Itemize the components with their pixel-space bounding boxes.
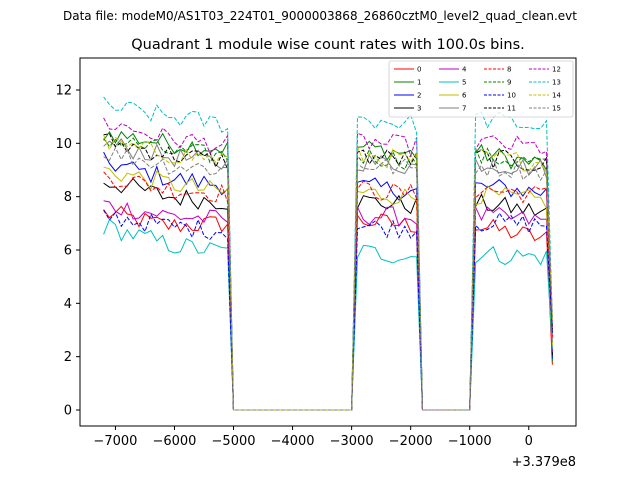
- chart-title: Quadrant 1 module wise count rates with …: [131, 37, 525, 53]
- legend-label-0: 0: [417, 66, 421, 74]
- y-tick-label: 4: [64, 297, 72, 312]
- x-tick-label: −7000: [93, 434, 137, 449]
- x-tick-label: −1000: [448, 434, 492, 449]
- plot-lines: [103, 96, 553, 411]
- legend-label-12: 12: [552, 66, 561, 74]
- y-tick-label: 2: [64, 350, 72, 365]
- legend-label-9: 9: [507, 79, 511, 87]
- series-line-5: [103, 218, 553, 411]
- x-tick-label: −4000: [271, 434, 315, 449]
- legend-label-15: 15: [552, 105, 561, 113]
- x-tick-label: −5000: [212, 434, 256, 449]
- series-line-2: [103, 151, 553, 411]
- legend-label-14: 14: [552, 92, 561, 100]
- plot-frame: [79, 57, 577, 427]
- series-line-0: [103, 205, 553, 411]
- legend-label-2: 2: [417, 92, 421, 100]
- series-line-7: [103, 138, 553, 411]
- series-line-11: [103, 133, 553, 411]
- legend-label-3: 3: [417, 105, 421, 113]
- x-axis: −7000 −6000 −5000 −4000 −3000 −2000 −1000 0: [93, 426, 533, 449]
- legend-frame: [388, 60, 574, 118]
- series-line-15: [103, 146, 553, 411]
- legend-label-4: 4: [462, 66, 467, 74]
- y-tick-label: 6: [64, 244, 72, 259]
- legend-label-1: 1: [417, 79, 421, 87]
- series-line-12: [103, 117, 553, 411]
- chart-suptitle: Data file: modeM0/AS1T03_224T01_90000038…: [63, 9, 577, 23]
- series-line-14: [103, 134, 553, 411]
- series-line-1: [103, 130, 553, 411]
- series-line-3: [103, 177, 553, 411]
- series-line-10: [103, 209, 553, 411]
- series-line-8: [103, 171, 553, 411]
- legend-label-5: 5: [462, 79, 466, 87]
- x-tick-label: −2000: [389, 434, 433, 449]
- y-axis: 0 2 4 6 8 10 12: [55, 84, 80, 419]
- legend-label-6: 6: [462, 92, 467, 100]
- y-tick-label: 0: [64, 404, 72, 419]
- legend-label-10: 10: [507, 92, 516, 100]
- series-line-6: [103, 166, 553, 411]
- x-tick-label: 0: [525, 434, 533, 449]
- legend-label-7: 7: [462, 105, 466, 113]
- legend-label-8: 8: [507, 66, 511, 74]
- y-tick-label: 8: [64, 190, 72, 205]
- x-tick-label: −3000: [330, 434, 374, 449]
- legend-label-13: 13: [552, 79, 561, 87]
- series-line-4: [103, 200, 553, 411]
- y-tick-label: 12: [55, 84, 72, 99]
- x-tick-label: −6000: [152, 434, 196, 449]
- x-axis-offset-label: +3.379e8: [512, 455, 576, 470]
- legend-label-11: 11: [507, 105, 516, 113]
- y-tick-label: 10: [55, 137, 72, 152]
- series-line-13: [103, 96, 553, 411]
- series-line-9: [103, 137, 553, 411]
